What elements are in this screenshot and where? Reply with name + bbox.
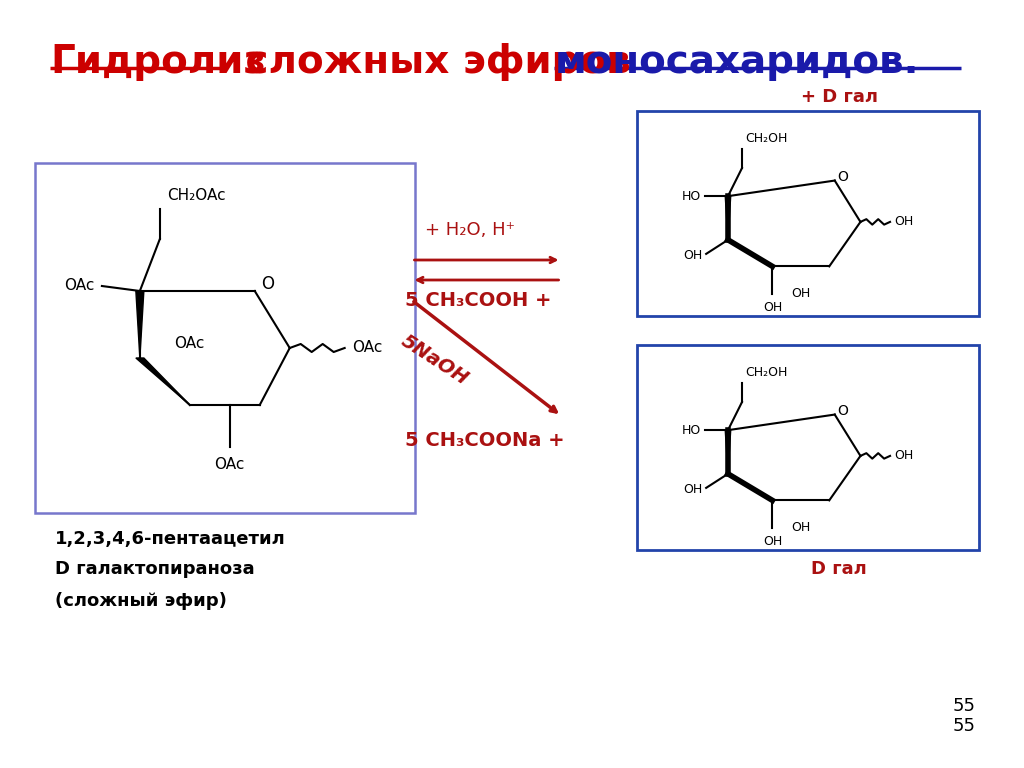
Text: OH: OH [895, 215, 914, 228]
Text: OAc: OAc [65, 279, 95, 293]
Text: HO: HO [681, 190, 700, 203]
Polygon shape [725, 240, 772, 266]
Polygon shape [136, 291, 143, 358]
Text: O: O [261, 275, 274, 293]
Polygon shape [725, 430, 731, 474]
Text: OAc: OAc [351, 340, 382, 356]
Polygon shape [136, 358, 189, 405]
Text: OH: OH [792, 286, 810, 300]
Text: OH: OH [895, 449, 914, 462]
Text: 1,2,3,4,6-пентаацетил: 1,2,3,4,6-пентаацетил [55, 530, 286, 548]
FancyBboxPatch shape [637, 111, 979, 316]
Text: 5NaOH: 5NaOH [397, 331, 472, 389]
Text: сложных эфиров: сложных эфиров [231, 43, 644, 81]
Text: (сложный эфир): (сложный эфир) [55, 592, 227, 610]
FancyBboxPatch shape [35, 163, 415, 513]
Text: + H₂O, H⁺: + H₂O, H⁺ [425, 221, 515, 239]
Text: OH: OH [683, 249, 702, 262]
Text: D гал: D гал [811, 560, 867, 578]
Text: O: O [837, 405, 848, 419]
Polygon shape [725, 196, 731, 240]
Text: OH: OH [763, 301, 782, 313]
Text: моносахаридов.: моносахаридов. [554, 43, 919, 81]
Text: CH₂OAc: CH₂OAc [167, 188, 225, 203]
Text: Гидролиз: Гидролиз [50, 43, 266, 81]
Text: OAc: OAc [175, 336, 205, 350]
Text: + D гал: + D гал [801, 88, 878, 106]
Text: OH: OH [792, 521, 810, 534]
Text: OH: OH [683, 483, 702, 496]
Text: OH: OH [763, 535, 782, 548]
Text: CH₂OH: CH₂OH [745, 132, 787, 145]
FancyBboxPatch shape [637, 345, 979, 550]
Text: 5 CH₃COOH +: 5 CH₃COOH + [404, 290, 551, 310]
Text: HO: HO [681, 424, 700, 437]
Text: CH₂OH: CH₂OH [745, 366, 787, 379]
Text: O: O [837, 170, 848, 184]
Text: OAc: OAc [215, 457, 245, 472]
Text: 5 CH₃COONa +: 5 CH₃COONa + [404, 431, 564, 449]
Text: 55
55: 55 55 [952, 697, 976, 736]
Polygon shape [725, 474, 772, 501]
Text: D галактопираноза: D галактопираноза [55, 560, 255, 578]
